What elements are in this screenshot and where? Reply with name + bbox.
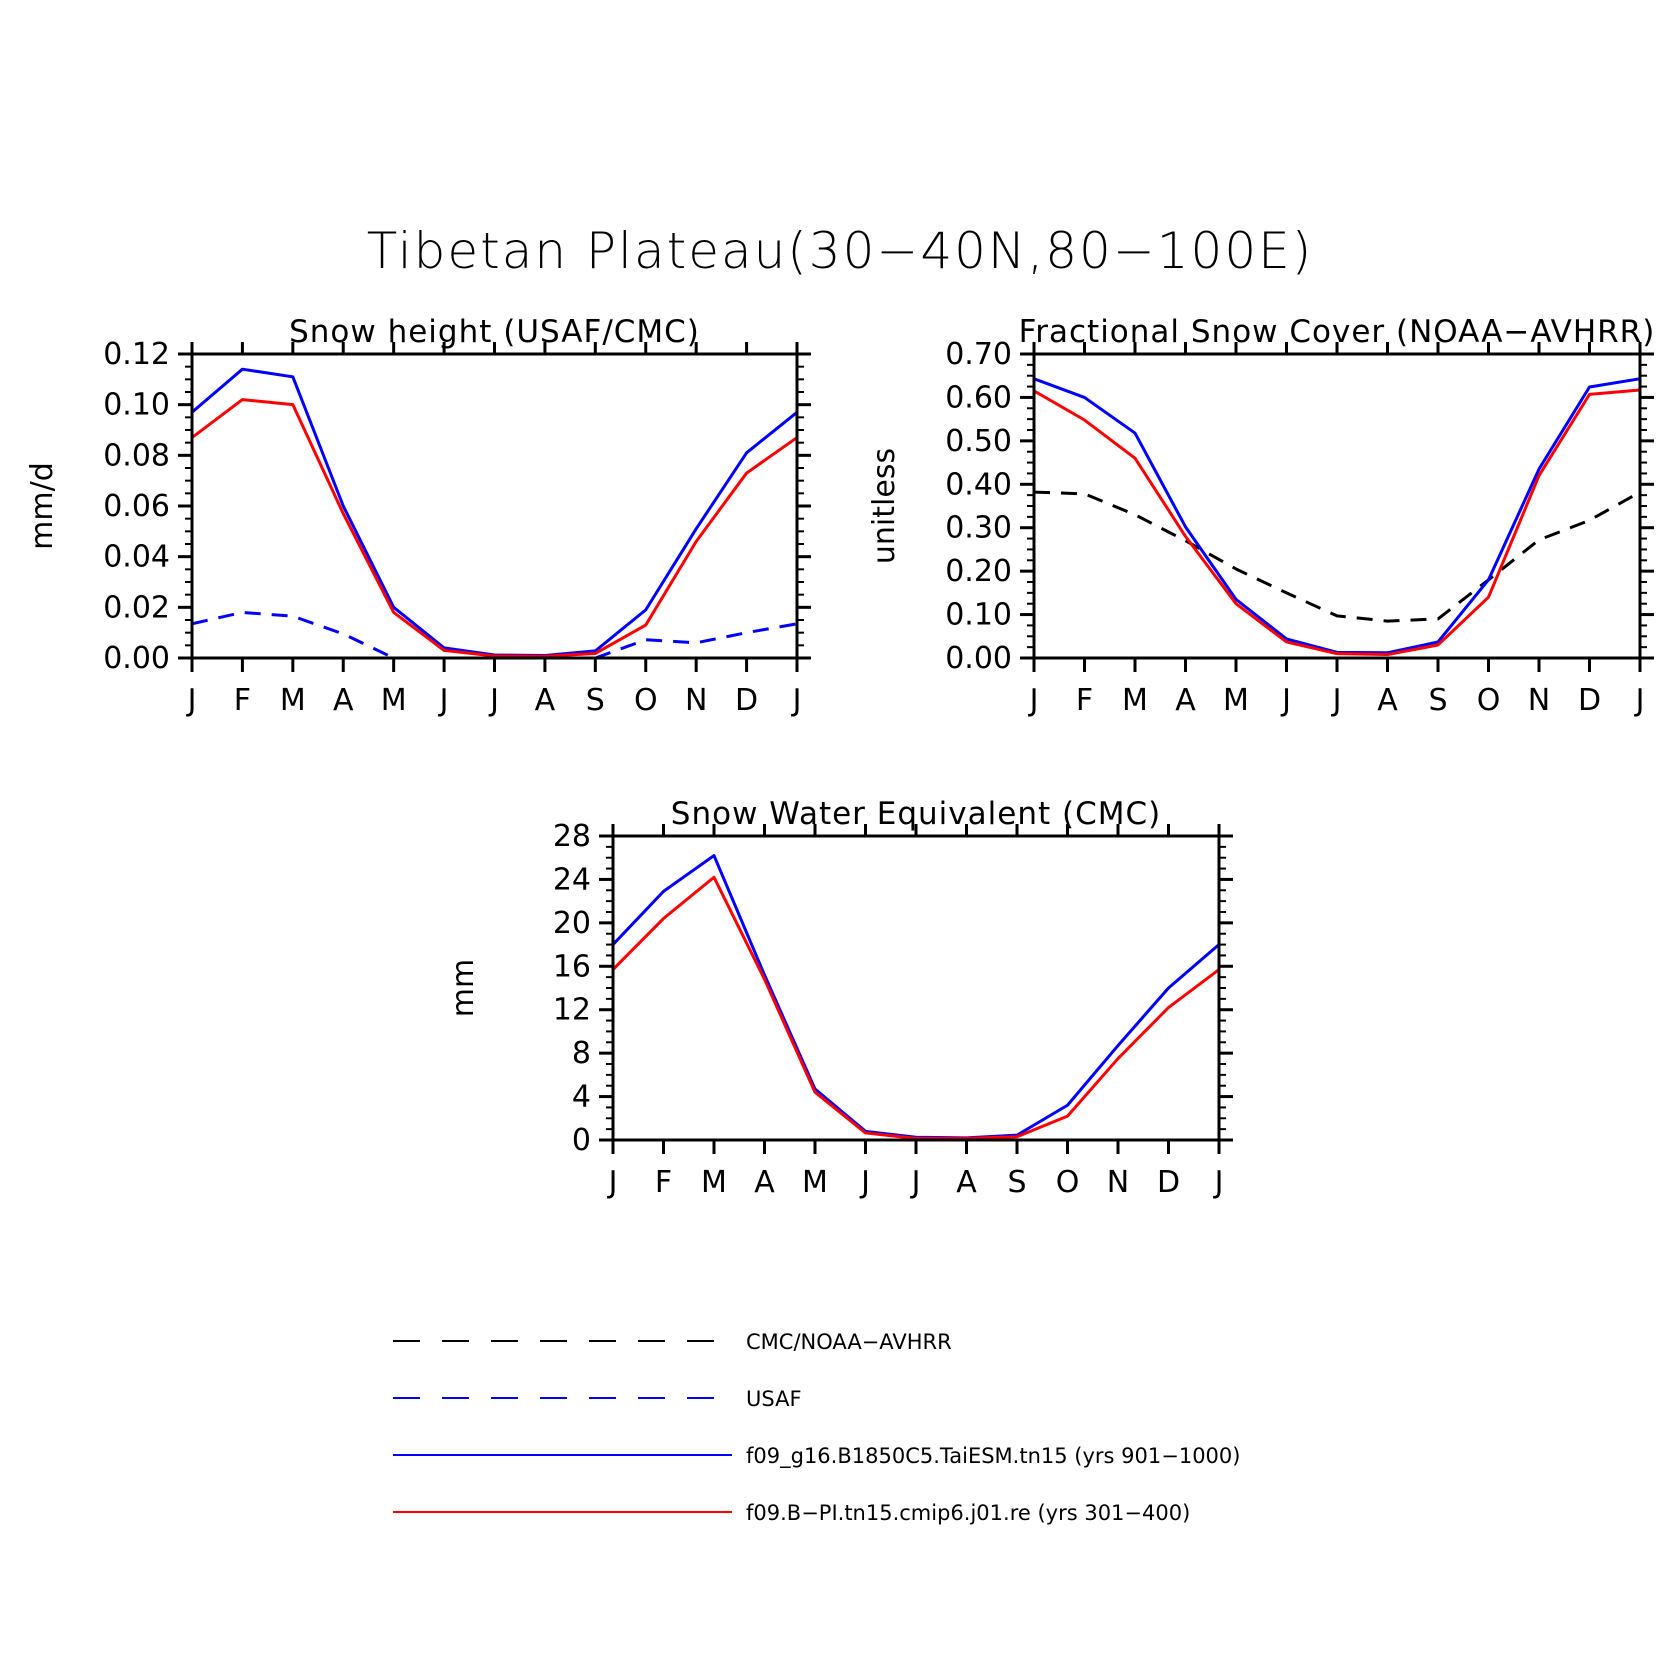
x-tick-label: M	[1223, 683, 1249, 718]
series-line-3	[1034, 388, 1640, 657]
x-tick-label: N	[1107, 1165, 1129, 1200]
x-tick-label: A	[1377, 683, 1398, 718]
legend-label-2: USAF	[746, 1387, 802, 1411]
x-tick-label: F	[1076, 683, 1093, 718]
y-tick-label: 0.00	[103, 641, 170, 676]
plot-frame	[190, 352, 799, 660]
chart-panel-2: Fractional Snow Cover (NOAA−AVHRR)unitle…	[867, 314, 1654, 718]
x-tick-label: M	[1122, 683, 1148, 718]
x-tick-label: M	[802, 1165, 828, 1200]
y-tick-label: 8	[572, 1036, 591, 1071]
series-group	[613, 854, 1219, 1142]
y-tick-label: 0.00	[945, 641, 1012, 676]
y-tick-label: 0.10	[103, 388, 170, 423]
x-tick-label: J	[186, 683, 197, 718]
y-tick-label: 16	[553, 949, 591, 984]
y-axis-label: mm/d	[25, 462, 60, 550]
series-line-2	[613, 854, 1219, 1140]
panels: Snow height (USAF/CMC)mm/dJ F M A M J J A S O N D J0…	[25, 314, 1654, 1200]
x-tick-label: S	[1007, 1165, 1026, 1200]
y-tick-label: 0.10	[945, 598, 1012, 633]
x-tick-label: M	[381, 683, 407, 718]
x-tick-label: A	[333, 683, 354, 718]
y-tick-label: 24	[553, 862, 591, 897]
legend-label-3: f09_g16.B1850C5.TaiESM.tn15 (yrs 901−100…	[746, 1444, 1240, 1469]
x-tick-label: J	[1028, 683, 1039, 718]
y-tick-label: 0	[572, 1123, 591, 1158]
series-group	[1034, 377, 1640, 657]
x-tick-label: J	[488, 683, 499, 718]
x-tick-label: J	[1331, 683, 1342, 718]
x-tick-label: J	[910, 1165, 921, 1200]
y-tick-label: 0.20	[945, 554, 1012, 589]
x-tick-label: A	[1175, 683, 1196, 718]
legend-label-1: CMC/NOAA−AVHRR	[746, 1330, 952, 1354]
x-tick-label: A	[535, 683, 556, 718]
legend-label-4: f09.B−PI.tn15.cmip6.j01.re (yrs 301−400)	[746, 1501, 1190, 1525]
y-axis-label: unitless	[867, 448, 902, 564]
series-line-2	[192, 610, 797, 660]
y-tick-label: 4	[572, 1080, 591, 1115]
series-line-3	[613, 875, 1219, 1140]
y-tick-label: 0.06	[103, 489, 170, 524]
main-title: Tibetan Plateau(30−40N,80−100E)	[367, 222, 1314, 280]
x-tick-label: J	[859, 1165, 870, 1200]
y-tick-label: 0.60	[945, 380, 1012, 415]
x-tick-label: D	[735, 683, 758, 718]
plot-frame	[611, 834, 1221, 1142]
x-tick-label: S	[586, 683, 605, 718]
x-tick-label: A	[956, 1165, 977, 1200]
y-tick-label: 20	[553, 906, 591, 941]
x-tick-label: S	[1428, 683, 1447, 718]
y-tick-label: 0.12	[103, 337, 170, 372]
y-tick-label: 0.08	[103, 438, 170, 473]
plot-frame	[1032, 352, 1642, 660]
x-tick-label: F	[234, 683, 251, 718]
x-tick-label: J	[1634, 683, 1645, 718]
y-axis-label: mm	[446, 959, 481, 1017]
chart-panel-3: Snow Water Equivalent (CMC)mmJ F M A M J J A S O N…	[446, 796, 1233, 1200]
y-tick-label: 0.70	[945, 337, 1012, 372]
x-tick-label: A	[754, 1165, 775, 1200]
x-tick-label: F	[655, 1165, 672, 1200]
y-tick-label: 0.02	[103, 590, 170, 625]
x-tick-label: O	[1477, 683, 1501, 718]
x-tick-label: J	[1280, 683, 1291, 718]
series-line-1	[1034, 490, 1640, 623]
series-group	[192, 367, 797, 660]
x-tick-label: N	[1528, 683, 1550, 718]
x-tick-label: M	[280, 683, 306, 718]
y-tick-label: 12	[553, 993, 591, 1028]
series-line-3	[192, 367, 797, 657]
y-tick-label: 0.50	[945, 424, 1012, 459]
x-tick-label: O	[634, 683, 658, 718]
x-tick-label: J	[607, 1165, 618, 1200]
y-tick-label: 0.40	[945, 467, 1012, 502]
series-line-2	[1034, 377, 1640, 655]
x-tick-label: M	[701, 1165, 727, 1200]
x-tick-label: D	[1578, 683, 1601, 718]
series-line-4	[192, 398, 797, 658]
y-tick-label: 28	[553, 819, 591, 854]
chart-panel-1: Snow height (USAF/CMC)mm/dJ F M A M J J A S O N D J0…	[25, 314, 811, 718]
x-tick-label: J	[791, 683, 802, 718]
x-tick-label: D	[1157, 1165, 1180, 1200]
y-tick-label: 0.04	[103, 540, 170, 575]
x-tick-label: J	[438, 683, 449, 718]
x-tick-label: N	[685, 683, 707, 718]
legend: CMC/NOAA−AVHRR USAF f09_g16.B1850C5.TaiESM…	[393, 1330, 1240, 1525]
y-tick-label: 0.30	[945, 511, 1012, 546]
x-tick-label: J	[1213, 1165, 1224, 1200]
x-tick-label: O	[1056, 1165, 1080, 1200]
